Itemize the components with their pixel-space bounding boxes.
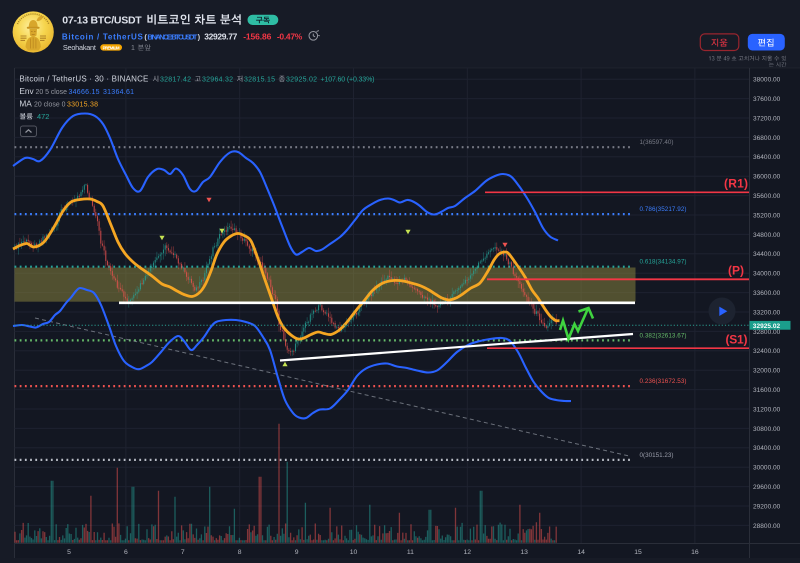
svg-text:29200.00: 29200.00 bbox=[753, 503, 781, 510]
svg-text:32817.42: 32817.42 bbox=[160, 76, 191, 83]
svg-text:32964.32: 32964.32 bbox=[202, 76, 233, 83]
svg-text:29600.00: 29600.00 bbox=[753, 484, 781, 491]
svg-text:Bitcoin / TetherUS · 30 · BINA: Bitcoin / TetherUS · 30 · BINANCE bbox=[19, 74, 148, 83]
svg-text:-156.86: -156.86 bbox=[243, 32, 271, 42]
svg-text:0.618(34134.97): 0.618(34134.97) bbox=[640, 259, 687, 266]
svg-text:Seohakant: Seohakant bbox=[63, 43, 96, 52]
svg-text:36800.00: 36800.00 bbox=[753, 135, 781, 142]
svg-text:35200.00: 35200.00 bbox=[753, 212, 781, 219]
svg-text:20 close 0: 20 close 0 bbox=[34, 101, 66, 108]
svg-text:35600.00: 35600.00 bbox=[753, 193, 781, 200]
svg-text:16: 16 bbox=[691, 549, 699, 556]
svg-text:0.382(32613.67): 0.382(32613.67) bbox=[640, 332, 687, 339]
svg-text:472: 472 bbox=[37, 112, 49, 121]
svg-text:PREMIUM: PREMIUM bbox=[103, 45, 120, 50]
svg-text:30800.00: 30800.00 bbox=[753, 426, 781, 433]
svg-text:(P): (P) bbox=[728, 263, 744, 277]
svg-text:30000.00: 30000.00 bbox=[753, 465, 781, 472]
svg-text:34400.00: 34400.00 bbox=[753, 251, 781, 258]
svg-text:33600.00: 33600.00 bbox=[753, 290, 781, 297]
svg-text:32800.00: 32800.00 bbox=[753, 329, 781, 336]
svg-text:38000.00: 38000.00 bbox=[753, 77, 781, 84]
svg-text:13: 13 bbox=[520, 549, 528, 556]
svg-text:(S1): (S1) bbox=[726, 332, 748, 346]
svg-text:32925.02: 32925.02 bbox=[286, 76, 317, 83]
svg-text:10: 10 bbox=[350, 549, 358, 556]
svg-text:37200.00: 37200.00 bbox=[753, 115, 781, 122]
svg-text:20 5 close: 20 5 close bbox=[36, 89, 68, 96]
svg-text:0.786(35217.92): 0.786(35217.92) bbox=[640, 206, 687, 213]
svg-text:8: 8 bbox=[238, 549, 242, 556]
svg-text:+107.60 (+0.33%): +107.60 (+0.33%) bbox=[321, 76, 375, 83]
svg-text:5: 5 bbox=[67, 549, 71, 556]
svg-text:Bitcoin / TetherUS: Bitcoin / TetherUS bbox=[62, 33, 144, 42]
svg-text:14: 14 bbox=[577, 549, 585, 556]
svg-text:7: 7 bbox=[181, 549, 185, 556]
svg-text:(: ( bbox=[144, 33, 147, 42]
svg-text:12: 12 bbox=[464, 549, 472, 556]
svg-text:6: 6 bbox=[124, 549, 128, 556]
svg-text:30400.00: 30400.00 bbox=[753, 445, 781, 452]
svg-text:32925.02: 32925.02 bbox=[753, 323, 781, 330]
svg-text:0.236(31672.53): 0.236(31672.53) bbox=[640, 378, 687, 385]
svg-text:15: 15 bbox=[634, 549, 642, 556]
svg-text:0(30151.23): 0(30151.23) bbox=[640, 452, 674, 459]
svg-text:-0.47%: -0.47% bbox=[277, 32, 303, 42]
svg-text:36400.00: 36400.00 bbox=[753, 154, 781, 161]
svg-text:32000.00: 32000.00 bbox=[753, 368, 781, 375]
svg-text:31600.00: 31600.00 bbox=[753, 387, 781, 394]
svg-text:34800.00: 34800.00 bbox=[753, 232, 781, 239]
svg-text:34666.15: 34666.15 bbox=[69, 89, 100, 96]
svg-text:MA: MA bbox=[19, 98, 32, 108]
svg-text:34000.00: 34000.00 bbox=[753, 271, 781, 278]
svg-text:07-13 BTC/USDT: 07-13 BTC/USDT bbox=[62, 15, 142, 27]
svg-text:33200.00: 33200.00 bbox=[753, 309, 781, 316]
svg-text:11: 11 bbox=[407, 549, 414, 556]
svg-text:1(36597.40): 1(36597.40) bbox=[640, 139, 674, 146]
svg-text:32929.77: 32929.77 bbox=[204, 32, 237, 42]
svg-text:28800.00: 28800.00 bbox=[753, 523, 781, 530]
svg-text:1: 1 bbox=[131, 45, 135, 52]
svg-text:31364.61: 31364.61 bbox=[103, 89, 134, 96]
svg-text:32815.15: 32815.15 bbox=[244, 76, 275, 83]
svg-text:36000.00: 36000.00 bbox=[753, 174, 781, 181]
svg-text:Env: Env bbox=[19, 86, 34, 96]
svg-text:9: 9 bbox=[295, 549, 299, 556]
svg-text:37600.00: 37600.00 bbox=[753, 96, 781, 103]
svg-text:32400.00: 32400.00 bbox=[753, 348, 781, 355]
svg-text:31200.00: 31200.00 bbox=[753, 406, 781, 413]
svg-text:): ) bbox=[198, 33, 201, 42]
svg-text:33015.38: 33015.38 bbox=[67, 101, 98, 108]
svg-text:(R1): (R1) bbox=[724, 177, 748, 191]
svg-text:BINANCE:BTCUSDT: BINANCE:BTCUSDT bbox=[147, 33, 197, 42]
